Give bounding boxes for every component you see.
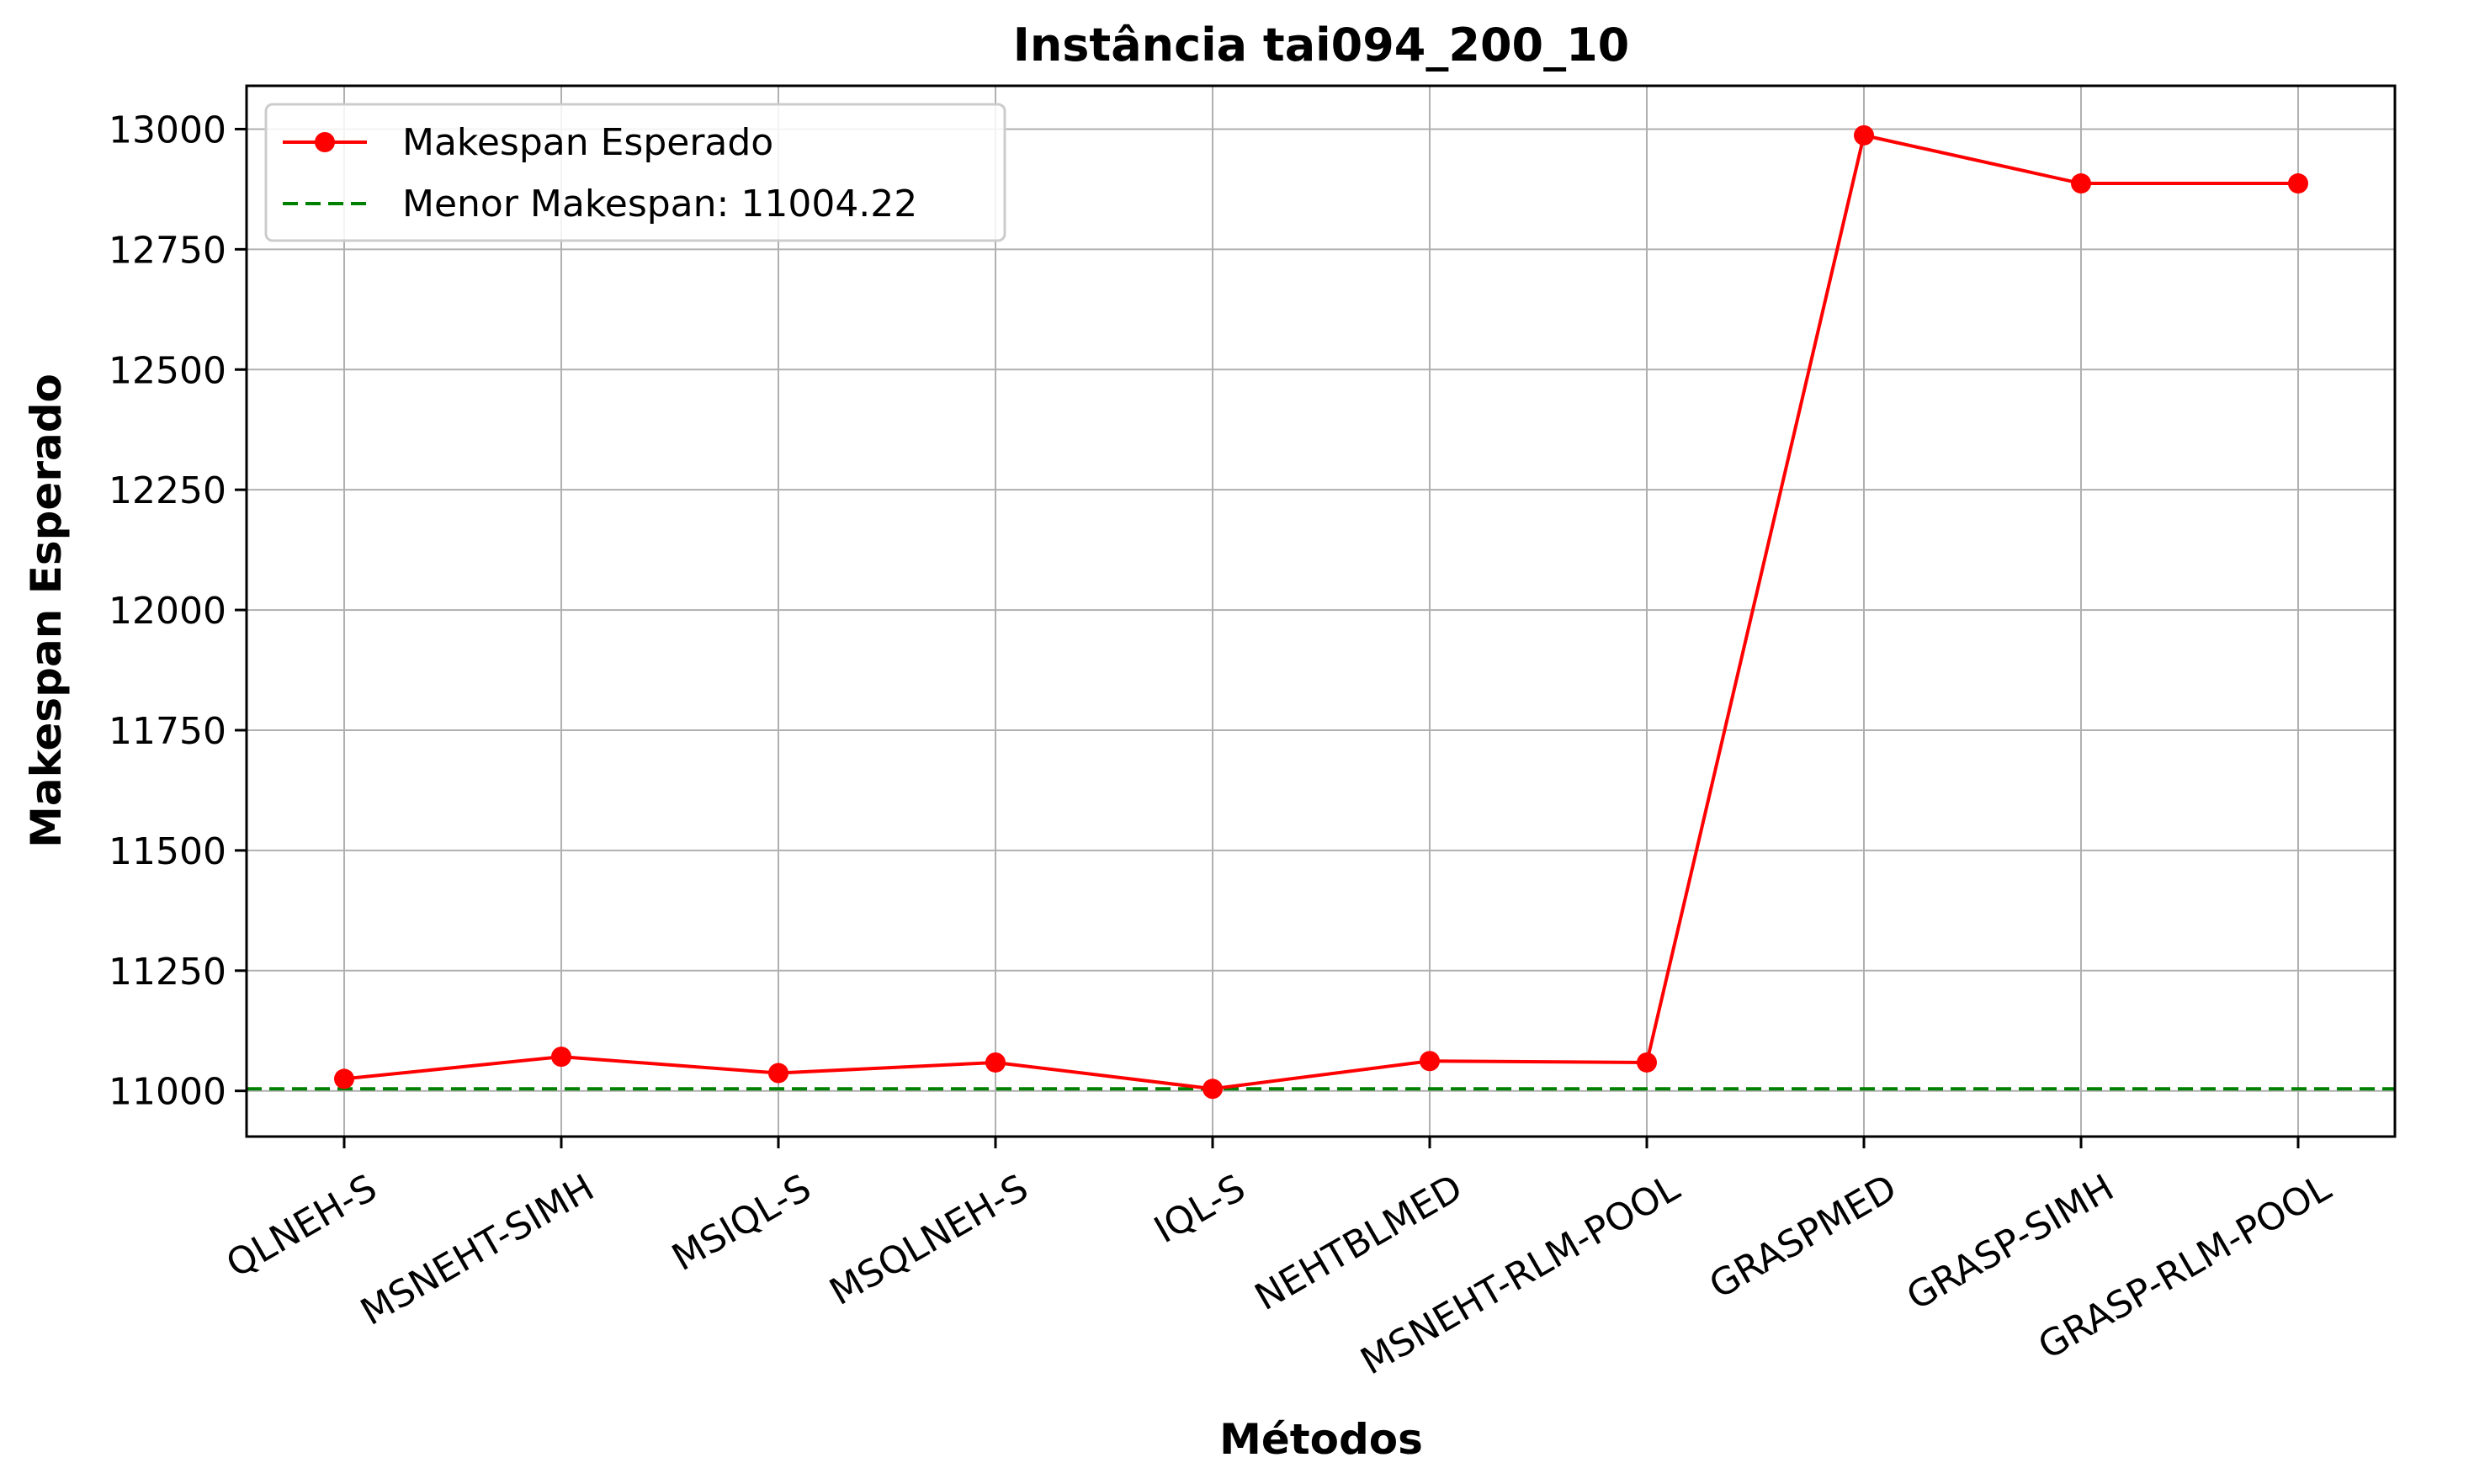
legend-series-label: Makespan Esperado (402, 121, 773, 164)
legend-series-marker (315, 132, 335, 152)
y-tick-label: 12000 (109, 590, 226, 633)
y-tick-label: 12250 (109, 469, 226, 512)
plot-frame (245, 84, 2397, 1138)
y-tick-label: 12500 (109, 349, 226, 392)
data-point (2288, 173, 2308, 194)
data-point (768, 1063, 788, 1084)
legend-box (264, 103, 1006, 242)
data-point (1854, 125, 1874, 146)
y-axis-label: Makespan Esperado (22, 374, 71, 848)
series-line (343, 133, 2298, 1091)
data-point (334, 1068, 354, 1089)
data-point (1420, 1051, 1440, 1072)
y-axis-ticks: 11000 11250 11500 11750 12000 12250 12500 12750… (109, 109, 247, 1114)
x-axis-label: Métodos (1219, 1415, 1423, 1464)
chart-title: Instância tai094_200_10 (1013, 19, 1629, 72)
legend-reference-label: Menor Makespan: 11004.22 (402, 183, 917, 225)
y-tick-label: 12750 (109, 229, 226, 272)
data-point (1203, 1079, 1223, 1100)
y-tick-label: 13000 (109, 109, 226, 151)
data-point (985, 1052, 1006, 1073)
data-point (551, 1047, 571, 1068)
y-tick-label: 11500 (109, 830, 226, 873)
data-point (2071, 173, 2091, 194)
series-layer (334, 125, 2308, 1100)
y-tick-label: 11750 (109, 710, 226, 753)
legend: Makespan Esperado Menor Makespan: 11004.… (264, 103, 1006, 242)
data-point (1637, 1052, 1657, 1073)
y-tick-label: 11000 (109, 1071, 226, 1114)
y-tick-label: 11250 (109, 951, 226, 994)
